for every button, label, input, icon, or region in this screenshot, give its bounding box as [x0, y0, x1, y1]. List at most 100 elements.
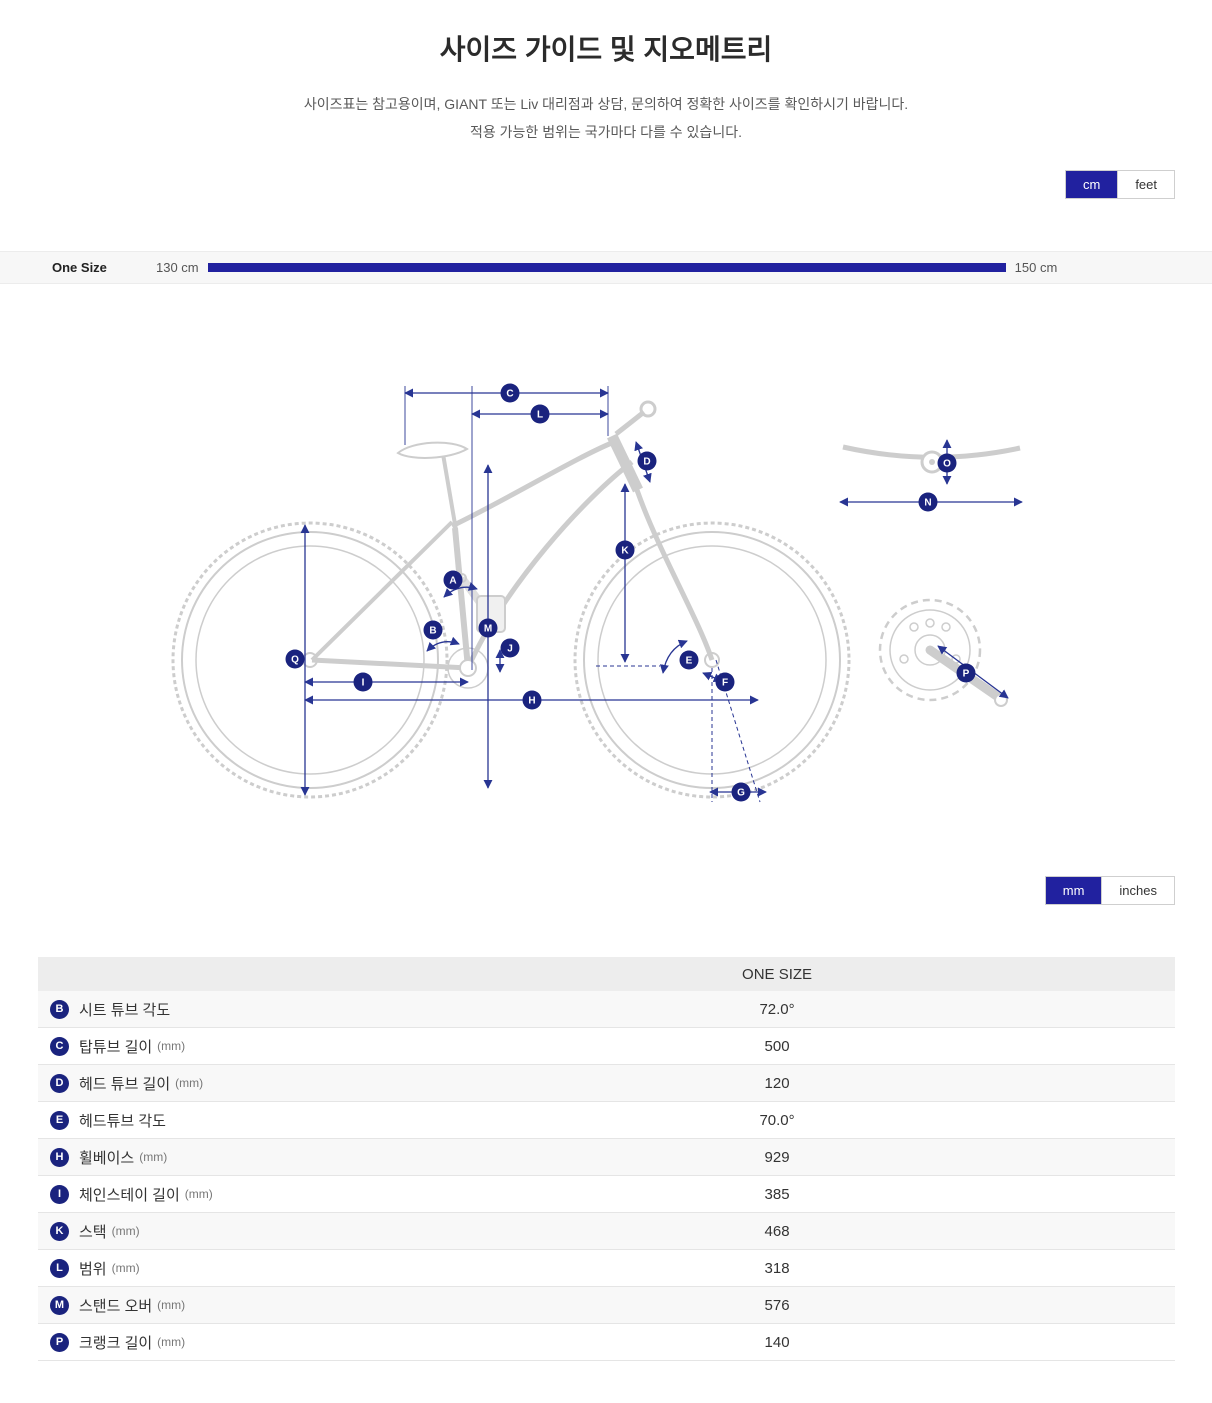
row-label-cell: C 탑튜브 길이 (mm): [38, 1036, 379, 1057]
svg-text:P: P: [963, 669, 970, 680]
row-letter-badge: E: [50, 1110, 69, 1130]
unit-option-feet[interactable]: feet: [1117, 171, 1174, 198]
row-label-cell: E 헤드튜브 각도: [38, 1110, 379, 1131]
diagram-marker-K: K: [615, 540, 635, 560]
row-letter-badge: M: [50, 1295, 69, 1315]
svg-text:N: N: [924, 498, 931, 509]
diagram-marker-N: N: [918, 492, 938, 512]
size-range-max: 150 cm: [1014, 260, 1058, 275]
svg-text:J: J: [507, 644, 513, 655]
table-row: P 크랭크 길이 (mm) 140: [38, 1324, 1175, 1361]
unit-option-cm[interactable]: cm: [1065, 171, 1118, 198]
row-label: 휠베이스: [79, 1149, 135, 1167]
geometry-diagram-svg: C L D O N K A B M J Q I E F H P G: [171, 383, 1023, 803]
diagram-marker-layer: C L D O N K A B M J Q I E F H P G: [285, 383, 976, 802]
column-header-one-size: ONE SIZE: [742, 965, 813, 983]
geometry-diagram: C L D O N K A B M J Q I E F H P G: [0, 350, 1212, 830]
row-value: 72.0°: [759, 1000, 795, 1018]
row-letter-badge: B: [50, 999, 69, 1019]
svg-text:E: E: [686, 656, 693, 667]
row-value: 140: [764, 1333, 790, 1351]
row-label-cell: P 크랭크 길이 (mm): [38, 1332, 379, 1353]
row-value: 576: [764, 1296, 790, 1314]
row-label-cell: M 스탠드 오버 (mm): [38, 1295, 379, 1316]
row-value: 385: [764, 1185, 790, 1203]
size-range-bar: [207, 263, 1006, 272]
row-unit: (mm): [111, 1261, 140, 1275]
svg-text:I: I: [362, 678, 365, 689]
table-row: H 휠베이스 (mm) 929: [38, 1139, 1175, 1176]
svg-text:F: F: [722, 678, 728, 689]
row-label: 스택: [79, 1223, 107, 1241]
size-range-min: 130 cm: [156, 260, 199, 275]
row-letter-badge: C: [50, 1036, 69, 1056]
unit-option-inches[interactable]: inches: [1101, 877, 1174, 904]
table-row: K 스택 (mm) 468: [38, 1213, 1175, 1250]
row-value: 120: [764, 1074, 790, 1092]
diagram-marker-O: O: [937, 453, 957, 473]
svg-text:M: M: [484, 624, 492, 635]
subtitle-line-2: 적용 가능한 범위는 국가마다 다를 수 있습니다.: [470, 124, 742, 140]
size-label: One Size: [52, 260, 107, 275]
row-label-cell: D 헤드 튜브 길이 (mm): [38, 1073, 379, 1094]
row-label: 크랭크 길이: [79, 1334, 153, 1352]
svg-text:L: L: [537, 410, 543, 421]
table-row: L 범위 (mm) 318: [38, 1250, 1175, 1287]
table-row: I 체인스테이 길이 (mm) 385: [38, 1176, 1175, 1213]
svg-text:Q: Q: [291, 655, 299, 666]
unit-option-mm[interactable]: mm: [1045, 877, 1102, 904]
svg-text:A: A: [449, 576, 456, 587]
row-unit: (mm): [157, 1298, 186, 1312]
diagram-marker-G: G: [731, 782, 751, 802]
row-unit: (mm): [184, 1187, 213, 1201]
page-title: 사이즈 가이드 및 지오메트리: [439, 34, 773, 65]
bike-illustration: [171, 400, 1021, 799]
row-unit: (mm): [111, 1224, 140, 1238]
size-range-strip: One Size 130 cm 150 cm: [0, 251, 1212, 284]
row-letter-badge: P: [50, 1332, 69, 1352]
row-label-cell: I 체인스테이 길이 (mm): [38, 1184, 379, 1205]
geometry-table: ONE SIZE B 시트 튜브 각도 72.0° C 탑튜브 길이 (mm) 500 D 헤드…: [38, 957, 1175, 1361]
length-unit-toggle: cm feet: [1064, 170, 1175, 199]
subtitle-line-1: 사이즈표는 참고용이며, GIANT 또는 Liv 대리점과 상담, 문의하여 …: [303, 96, 909, 112]
page-subtitle: 사이즈표는 참고용이며, GIANT 또는 Liv 대리점과 상담, 문의하여 …: [0, 90, 1212, 146]
table-row: E 헤드튜브 각도 70.0°: [38, 1102, 1175, 1139]
diagram-marker-B: B: [423, 620, 443, 640]
row-label-cell: H 휠베이스 (mm): [38, 1147, 379, 1168]
geometry-table-header: ONE SIZE: [38, 957, 1175, 991]
row-letter-badge: D: [50, 1073, 69, 1093]
row-label: 탑튜브 길이: [79, 1038, 153, 1056]
row-unit: (mm): [139, 1150, 168, 1164]
diagram-marker-Q: Q: [285, 649, 305, 669]
diagram-marker-F: F: [715, 672, 735, 692]
diagram-marker-D: D: [637, 451, 657, 471]
table-row: D 헤드 튜브 길이 (mm) 120: [38, 1065, 1175, 1102]
row-value: 468: [764, 1222, 790, 1240]
row-label: 헤드 튜브 길이: [79, 1075, 171, 1093]
size-guide-page: 사이즈 가이드 및 지오메트리 사이즈표는 참고용이며, GIANT 또는 Li…: [0, 34, 1212, 1361]
diagram-marker-L: L: [530, 404, 550, 424]
table-row: M 스탠드 오버 (mm) 576: [38, 1287, 1175, 1324]
svg-text:H: H: [528, 696, 535, 707]
diagram-marker-E: E: [679, 650, 699, 670]
svg-text:G: G: [737, 788, 745, 799]
row-value: 318: [764, 1259, 790, 1277]
geometry-table-body: B 시트 튜브 각도 72.0° C 탑튜브 길이 (mm) 500 D 헤드 튜브 길이 (mm…: [38, 991, 1175, 1361]
svg-text:C: C: [506, 389, 513, 400]
diagram-marker-H: H: [522, 690, 542, 710]
diagram-marker-I: I: [353, 672, 373, 692]
svg-text:K: K: [621, 546, 629, 557]
row-letter-badge: I: [50, 1184, 69, 1204]
diagram-marker-A: A: [443, 570, 463, 590]
length-unit-toggle-row: cm feet: [0, 170, 1212, 199]
row-letter-badge: L: [50, 1258, 69, 1278]
row-label: 헤드튜브 각도: [79, 1112, 166, 1130]
table-row: B 시트 튜브 각도 72.0°: [38, 991, 1175, 1028]
row-unit: (mm): [157, 1039, 186, 1053]
row-unit: (mm): [157, 1335, 186, 1349]
row-label-cell: K 스택 (mm): [38, 1221, 379, 1242]
row-label-cell: L 범위 (mm): [38, 1258, 379, 1279]
row-label-cell: B 시트 튜브 각도: [38, 999, 379, 1020]
svg-text:O: O: [943, 459, 951, 470]
row-letter-badge: K: [50, 1221, 69, 1241]
